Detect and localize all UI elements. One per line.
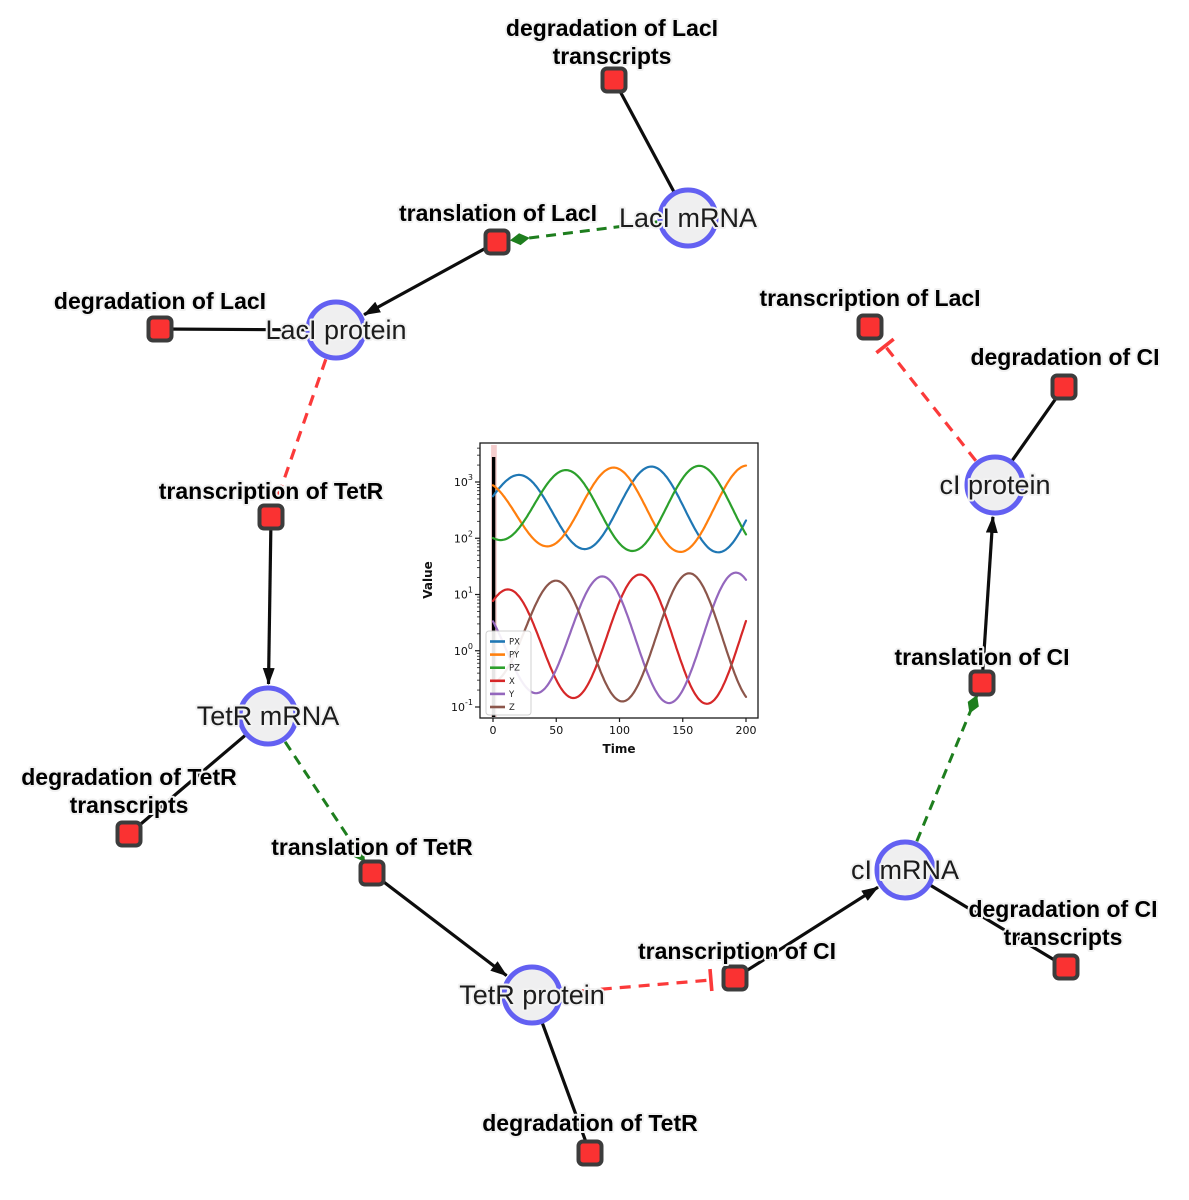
reaction-node-translation-of-laci [483,228,511,256]
reaction-label-degradation-of-tetr-transcripts: degradation of TetR transcripts [21,764,237,818]
chart-ylabel: Value [421,561,435,599]
reaction-label-transcription-of-tetr: transcription of TetR [159,478,384,504]
chart-series-PZ [491,464,748,553]
edge-production-translation-of-tetr-to-tetr-protein [377,876,508,977]
reaction-node-transcription-of-laci [856,313,884,341]
chart-series-X [491,573,748,705]
reaction-label-translation-of-laci: translation of LacI [399,200,597,226]
species-node-laci-mrna [657,187,719,249]
edge-consumption-tetr-mrna-to-degradation-of-tetr-transcripts [127,731,250,836]
reaction-label-degradation-of-ci: degradation of CI [970,344,1159,370]
chart-series-Z [491,572,748,703]
species-label-laci-protein: LacI protein [265,315,406,345]
reaction-label-degradation-of-laci: degradation of LacI [54,288,266,314]
reaction-label-transcription-of-laci: transcription of LacI [759,285,980,311]
chart-series-PY [491,464,748,554]
chart-y-tick-label: 103 [454,473,473,489]
species-label-laci-mrna: LacI mRNA [619,203,757,233]
reaction-label-translation-of-tetr: translation of TetR [271,834,473,860]
edge-consumption-tetr-protein-to-degradation-of-tetr [539,1018,592,1154]
edge-inhibition-ci-protein-to-transcription-of-laci [875,337,978,462]
chart-y-tick-label: 100 [454,642,473,658]
edge-modifier-ci-mrna-to-translation-of-ci [915,694,979,842]
reaction-label-degradation-of-ci-transcripts: degradation of CI transcripts [968,896,1157,950]
chart-xlabel: Time [603,742,636,756]
edge-inhibition-laci-protein-to-transcription-of-tetr [267,358,328,500]
chart-series-Y [491,571,748,705]
chart-legend-label-PY: PY [509,651,520,661]
reaction-node-translation-of-tetr [358,859,386,887]
chart-x-tick-label: 100 [609,724,630,737]
edge-production-transcription-of-ci-to-ci-mrna [740,885,879,976]
chart-legend-label-Z: Z [509,703,515,713]
chart-x-tick-label: 150 [672,724,693,737]
reaction-node-degradation-of-ci-transcripts [1052,953,1080,981]
chart-y-tick-label: 102 [454,529,473,545]
species-label-ci-protein: cI protein [939,470,1050,500]
reaction-node-degradation-of-tetr-transcripts [115,820,143,848]
species-node-ci-mrna [874,839,936,901]
edges-layer [127,79,1067,1154]
chart-legend-label-PX: PX [509,638,520,648]
reaction-label-translation-of-ci: translation of CI [894,644,1069,670]
reaction-node-degradation-of-tetr [576,1139,604,1167]
edge-consumption-laci-protein-to-degradation-of-laci [159,327,311,332]
edge-production-transcription-of-tetr-to-tetr-mrna [262,524,275,685]
species-node-ci-protein [964,454,1026,516]
chart-y-tick-label: 101 [454,586,473,602]
species-node-tetr-protein [501,964,563,1026]
edge-modifier-tetr-mrna-to-translation-of-tetr [283,740,366,863]
labels-layer: LacI mRNA LacI protein TetR mRNA TetR prote… [19,13,1161,1138]
reaction-label-transcription-of-ci: transcription of CI [638,938,836,964]
species-nodes-layer [237,187,1026,1026]
reaction-node-transcription-of-tetr [257,503,285,531]
chart-x-tick-label: 200 [736,724,757,737]
inset-chart: 0 50 100 150 20010-1100101102103TimeValuePXP… [421,442,759,756]
chart-legend-label-X: X [509,677,515,687]
species-label-tetr-mrna: TetR mRNA [197,701,340,731]
reaction-node-transcription-of-ci [721,964,749,992]
reaction-node-degradation-of-ci [1050,373,1078,401]
edge-production-translation-of-ci-to-ci-protein [980,515,998,676]
edge-inhibition-tetr-protein-to-transcription-of-ci [562,968,714,994]
reaction-node-degradation-of-laci-transcripts [600,66,628,94]
reaction-node-translation-of-ci [968,669,996,697]
chart-y-tick-label: 10-1 [451,698,473,714]
chart-x-tick-label: 0 [490,724,497,737]
species-label-tetr-protein: TetR protein [459,980,605,1010]
edge-modifier-laci-mrna-to-translation-of-laci [509,220,658,246]
chart-x-tick-label: 50 [549,724,563,737]
reaction-nodes-layer [115,66,1080,1167]
species-node-tetr-mrna [237,685,299,747]
chart-legend-label-PZ: PZ [509,664,520,674]
chart-legend: PX PY PZ XYZ [485,630,532,716]
species-node-laci-protein [305,299,367,361]
edge-production-translation-of-laci-to-laci-protein [363,244,491,317]
edge-consumption-laci-mrna-to-degradation-of-laci-transcripts [612,79,678,196]
reaction-label-degradation-of-tetr: degradation of TetR [482,1110,698,1136]
chart-legend-label-Y: Y [508,690,515,700]
edge-consumption-ci-mrna-to-degradation-of-ci-transcripts [926,882,1067,969]
chart-series-PX [491,465,748,554]
species-label-ci-mrna: cI mRNA [851,855,959,885]
reaction-label-degradation-of-laci-transcripts: degradation of LacI transcripts [506,15,718,69]
reaction-node-degradation-of-laci [146,315,174,343]
